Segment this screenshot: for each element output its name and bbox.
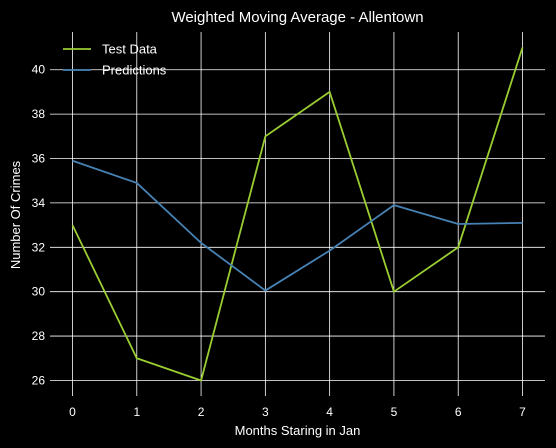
legend-label: Predictions [102,63,167,78]
y-tick-label: 40 [32,63,46,77]
y-tick-label: 30 [32,285,46,299]
y-tick-label: 28 [32,329,46,343]
y-tick-label: 34 [32,196,46,210]
x-tick-label: 6 [455,405,462,419]
y-axis-label: Number Of Crimes [8,160,23,269]
legend: Test Data Predictions [63,42,167,78]
legend-label: Test Data [102,42,158,57]
x-tick-label: 1 [133,405,140,419]
x-tick-label: 7 [519,405,526,419]
series-line-predictions [72,159,523,292]
y-tick-label: 36 [32,152,46,166]
x-tick-label: 4 [326,405,333,419]
y-tick-label: 38 [32,107,46,121]
series-line-test-data [71,47,524,382]
x-tick-label: 0 [69,405,76,419]
y-tick-label: 26 [32,373,46,387]
x-tick-labels: 0 1 2 3 4 5 6 7 [69,405,526,419]
y-tick-label: 32 [32,240,46,254]
x-tick-label: 5 [391,405,398,419]
chart-title: Weighted Moving Average - Allentown [171,9,423,26]
x-axis-label: Months Staring in Jan [235,423,361,438]
x-tick-label: 3 [262,405,269,419]
series-layer [71,47,524,382]
y-tick-labels: 26 28 30 32 34 36 38 40 [32,63,46,388]
x-tick-label: 2 [198,405,205,419]
x-grid-lines [72,32,523,396]
